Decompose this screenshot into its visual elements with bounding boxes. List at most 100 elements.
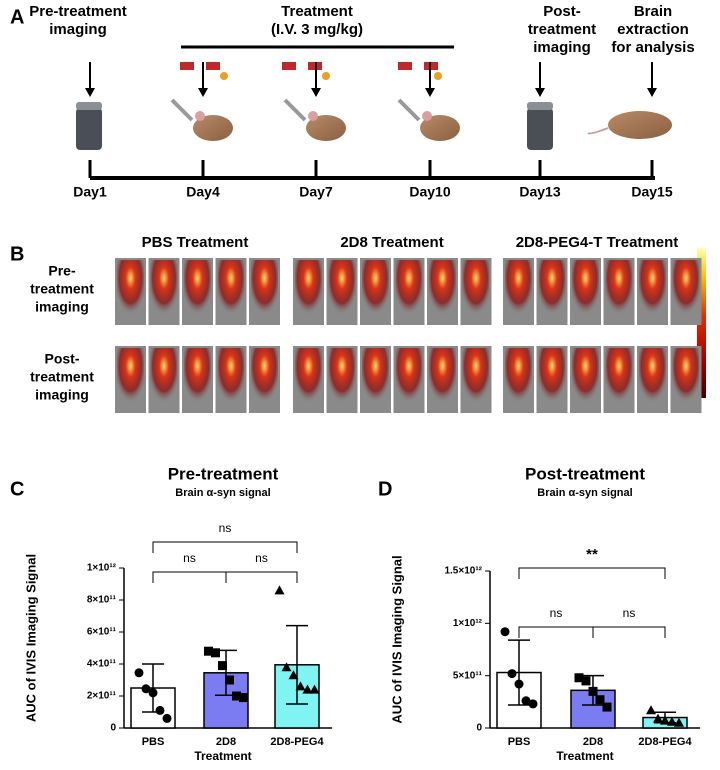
- step-label: extraction: [617, 21, 689, 38]
- step-label: treatment: [528, 21, 596, 38]
- arrow-head: [647, 88, 657, 97]
- significance-label: ns: [219, 521, 232, 535]
- y-tick-label: 1×10¹²: [453, 618, 483, 629]
- day-label: Day4: [186, 184, 220, 200]
- imager-icon: [527, 102, 553, 110]
- signal-overlay: [117, 348, 144, 408]
- x-tick-label: 2D8: [583, 736, 603, 748]
- x-axis-label: Treatment: [556, 749, 613, 763]
- significance-bracket: [518, 626, 594, 638]
- signal-overlay: [505, 260, 532, 320]
- compound-icon: [398, 62, 442, 80]
- y-tick-label: 1×10¹²: [87, 563, 117, 574]
- step-label: imaging: [533, 39, 591, 56]
- data-point: [239, 693, 248, 703]
- arrow-head: [311, 88, 321, 97]
- significance-bracket: [225, 571, 298, 583]
- signal-overlay: [217, 260, 245, 320]
- data-point: [274, 585, 285, 595]
- step-label: Post-: [543, 3, 581, 20]
- signal-overlay: [605, 260, 633, 320]
- data-point: [500, 627, 510, 637]
- arrow-head: [535, 88, 545, 97]
- chart-subtitle: Brain α-syn signal: [537, 487, 632, 499]
- data-point: [162, 713, 172, 723]
- data-point: [574, 673, 584, 683]
- x-tick-label: 2D8-PEG4: [638, 736, 692, 748]
- data-point: [588, 686, 598, 696]
- imaging-panels: [115, 248, 706, 413]
- day-label: Day13: [519, 184, 560, 200]
- y-tick-label: 8×10¹¹: [87, 595, 117, 606]
- y-tick-label: 5×10¹¹: [453, 670, 483, 681]
- data-point: [204, 646, 213, 656]
- signal-overlay: [639, 348, 666, 408]
- data-point: [507, 669, 517, 679]
- y-tick-label: 0: [110, 723, 116, 734]
- data-point: [148, 688, 158, 698]
- signal-overlay: [251, 260, 278, 320]
- y-tick-label: 4×10¹¹: [87, 659, 117, 670]
- significance-bracket: [152, 571, 227, 583]
- data-point: [674, 717, 684, 727]
- signal-overlay: [538, 260, 566, 320]
- data-point: [134, 668, 144, 678]
- data-point: [653, 713, 663, 723]
- y-axis-label: AUC of IVIS Imaging Signal: [389, 555, 404, 723]
- data-point: [660, 715, 670, 725]
- signal-overlay: [395, 260, 423, 320]
- step-label: Brain: [634, 3, 672, 20]
- signal-overlay: [251, 348, 278, 408]
- arrow-head: [198, 88, 208, 97]
- y-axis-label: AUC of IVIS Imaging Signal: [23, 554, 38, 722]
- data-point: [667, 716, 677, 726]
- arrow-head: [85, 88, 95, 97]
- mouse-icon: [397, 98, 460, 141]
- data-point: [211, 648, 220, 658]
- signal-overlay: [295, 348, 322, 408]
- significance-label: ns: [623, 606, 636, 620]
- chart-title: Pre-treatment: [168, 464, 279, 483]
- mouse-icon: [170, 98, 233, 141]
- chart-title: Post-treatment: [525, 464, 645, 483]
- signal-overlay: [429, 260, 456, 320]
- panel-label: B: [10, 243, 24, 265]
- group-title: 2D8-PEG4-T Treatment: [516, 234, 679, 251]
- significance-bracket: [152, 541, 298, 553]
- data-point: [218, 661, 227, 671]
- data-point: [302, 684, 313, 694]
- signal-overlay: [395, 348, 423, 408]
- significance-label: **: [586, 546, 598, 563]
- significance-bracket: [592, 626, 666, 638]
- arrow-head: [425, 88, 435, 97]
- data-point: [309, 684, 320, 694]
- data-point: [514, 679, 524, 689]
- data-point: [595, 695, 605, 705]
- panel-label: A: [10, 6, 24, 28]
- compound-icon: [180, 62, 228, 80]
- signal-overlay: [117, 260, 144, 320]
- significance-label: ns: [183, 551, 196, 565]
- day-label: Day1: [73, 184, 107, 200]
- data-point: [281, 662, 292, 672]
- signal-overlay: [150, 348, 178, 408]
- data-point: [232, 691, 241, 701]
- significance-label: ns: [550, 606, 563, 620]
- x-tick-label: 2D8-PEG4: [270, 736, 324, 748]
- y-tick-label: 0: [476, 723, 482, 734]
- signal-overlay: [362, 348, 389, 408]
- x-axis-label: Treatment: [194, 749, 251, 763]
- y-tick-label: 1.5×10¹²: [444, 566, 482, 577]
- panel-label: C: [10, 478, 24, 500]
- mouse-icon: [283, 98, 346, 141]
- significance-bracket: [518, 567, 666, 579]
- signal-overlay: [328, 260, 356, 320]
- mouse-icon: [587, 111, 672, 139]
- day-label: Day7: [299, 184, 333, 200]
- step-label: for analysis: [611, 39, 694, 56]
- signal-overlay: [184, 348, 211, 408]
- x-tick-label: PBS: [142, 736, 165, 748]
- row-label: treatment: [30, 281, 94, 297]
- data-point: [646, 705, 656, 715]
- imager-icon: [527, 108, 553, 150]
